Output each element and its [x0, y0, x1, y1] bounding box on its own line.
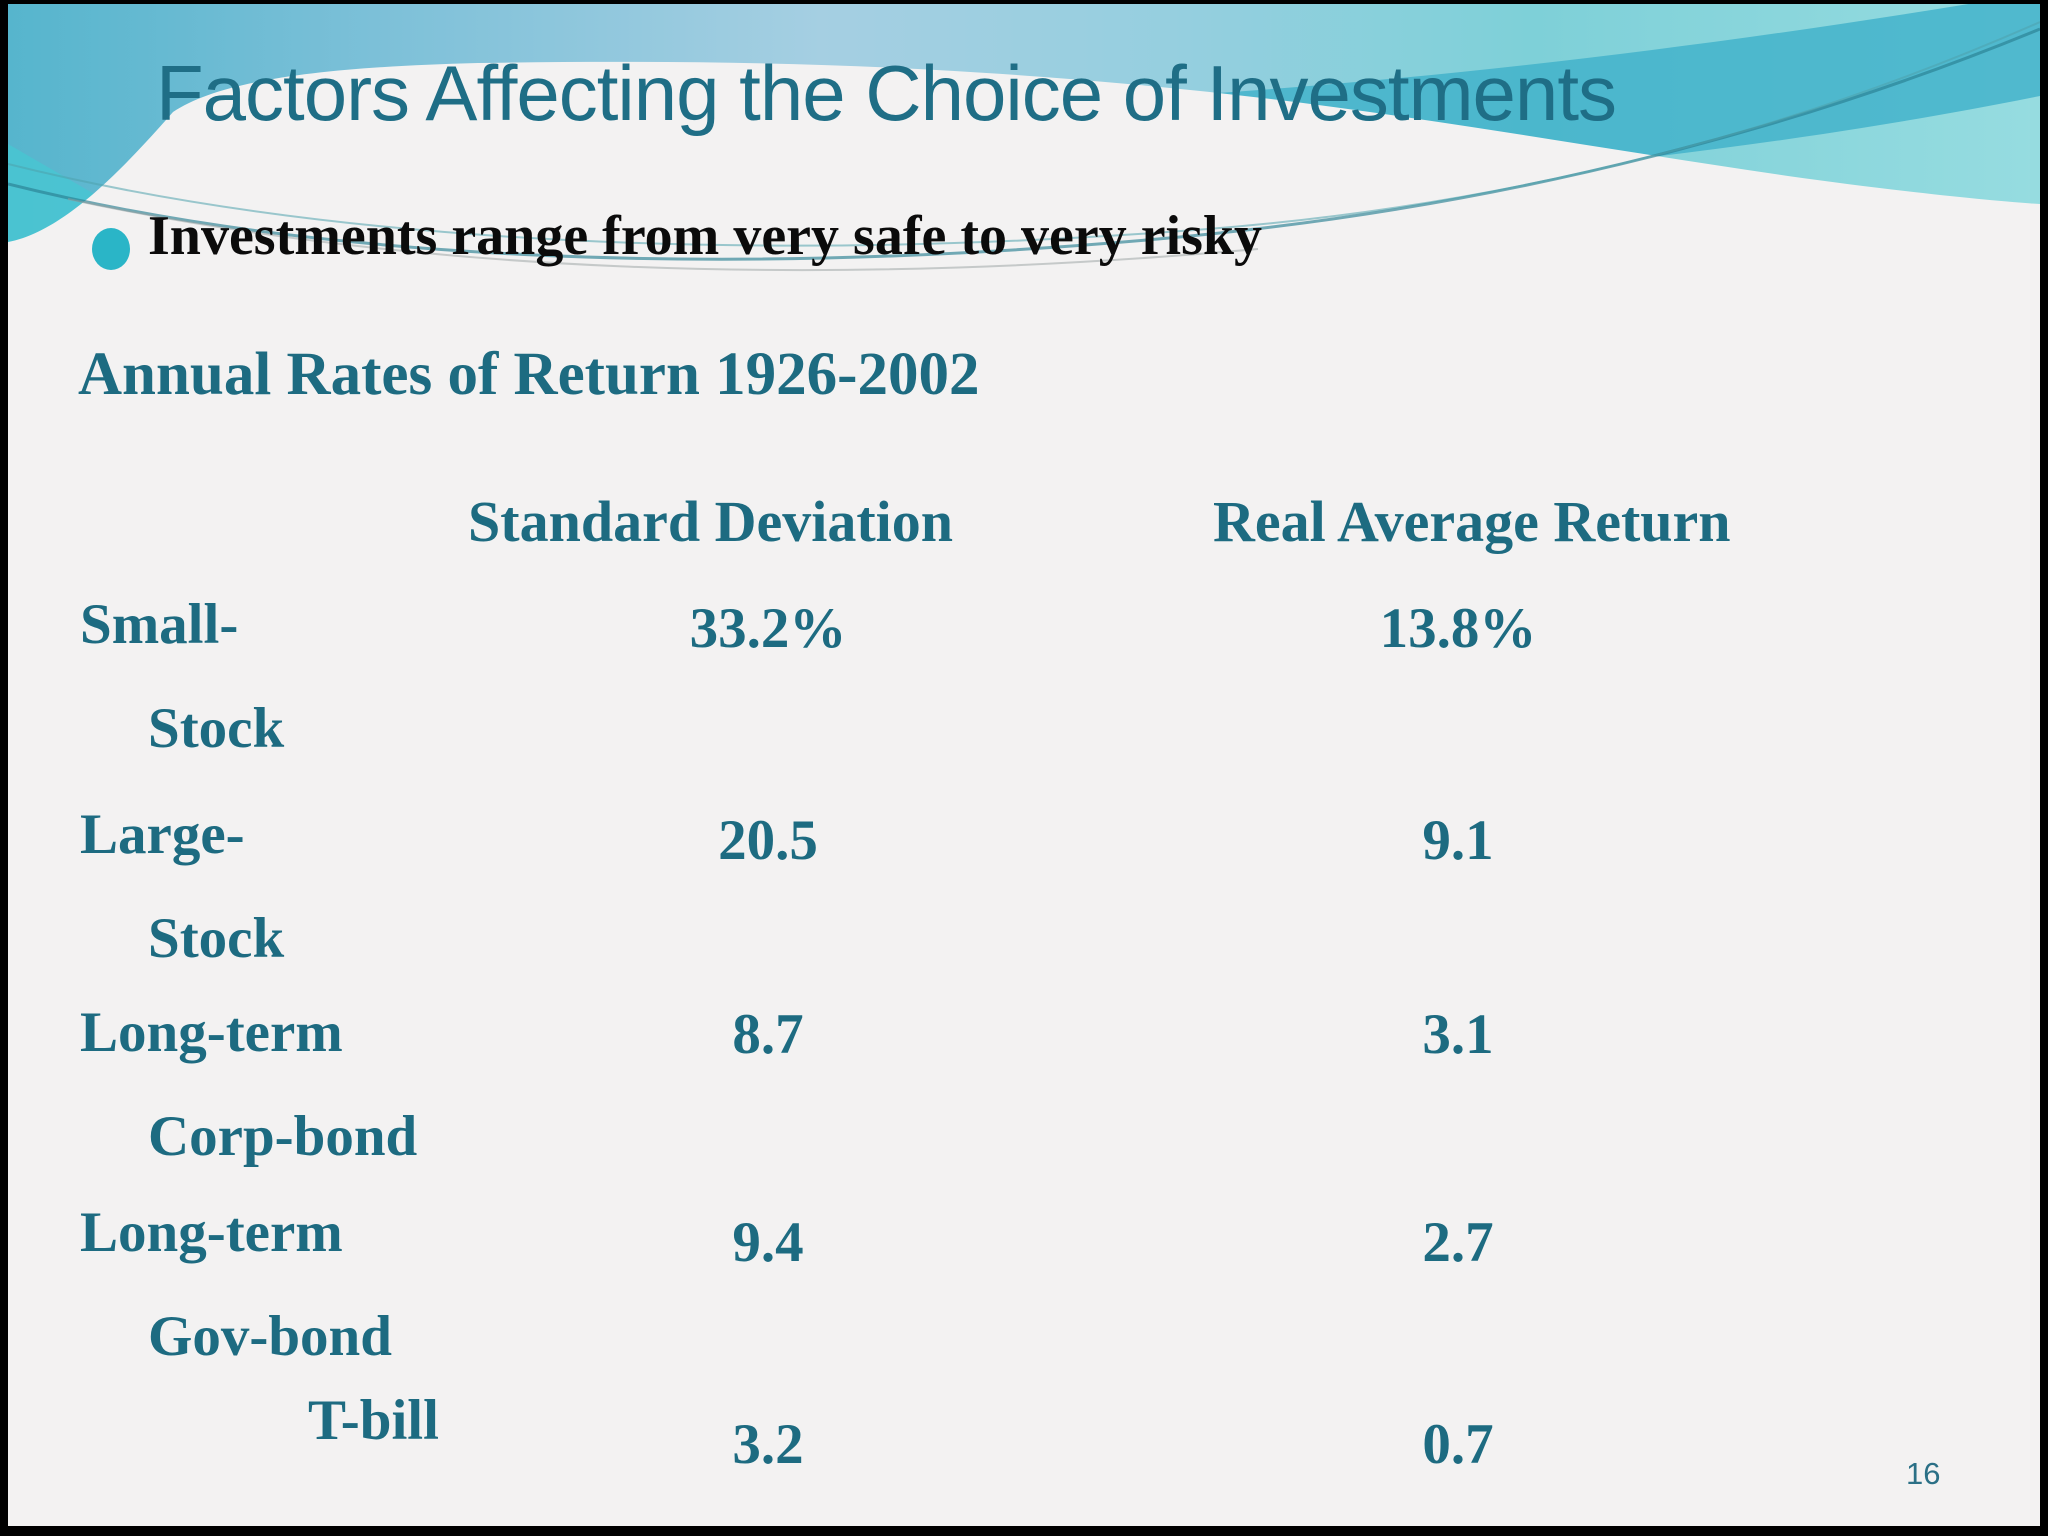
row-real-return-value: 13.8%: [1379, 597, 1537, 660]
row-std-dev-value: 9.4: [732, 1211, 804, 1274]
row-label-line2: Gov-bond: [148, 1305, 392, 1368]
row-std-dev-value: 33.2%: [689, 597, 847, 660]
row-label-line2: Stock: [148, 907, 285, 970]
row-label-line1: Long-term: [80, 1201, 343, 1264]
wave-left-tail: [8, 144, 108, 246]
row-real-return-value: 2.7: [1422, 1211, 1494, 1274]
bullet-text: Investments range from very safe to very…: [148, 205, 1263, 267]
column-header-standard-deviation: Standard Deviation: [468, 489, 954, 554]
row-real-return-value: 0.7: [1422, 1413, 1494, 1476]
row-label-line1: Small-: [80, 593, 239, 656]
row-label-line1: Long-term: [80, 1001, 343, 1064]
section-heading: Annual Rates of Return 1926-2002: [78, 341, 980, 408]
row-label-line1: T-bill: [308, 1389, 439, 1452]
slide-title: Factors Affecting the Choice of Investme…: [156, 49, 1617, 137]
bullet-icon: [92, 228, 130, 270]
row-label-line2: Stock: [148, 697, 285, 760]
slide: Factors Affecting the Choice of Investme…: [8, 4, 2040, 1526]
row-real-return-value: 3.1: [1422, 1003, 1494, 1066]
row-std-dev-value: 20.5: [718, 809, 818, 872]
row-label-line1: Large-: [80, 803, 245, 866]
row-std-dev-value: 3.2: [732, 1413, 804, 1476]
row-real-return-value: 9.1: [1422, 809, 1494, 872]
row-label-line2: Corp-bond: [148, 1105, 418, 1168]
column-header-real-average-return: Real Average Return: [1213, 489, 1731, 554]
page-number: 16: [1906, 1456, 1941, 1491]
row-std-dev-value: 8.7: [732, 1003, 804, 1066]
